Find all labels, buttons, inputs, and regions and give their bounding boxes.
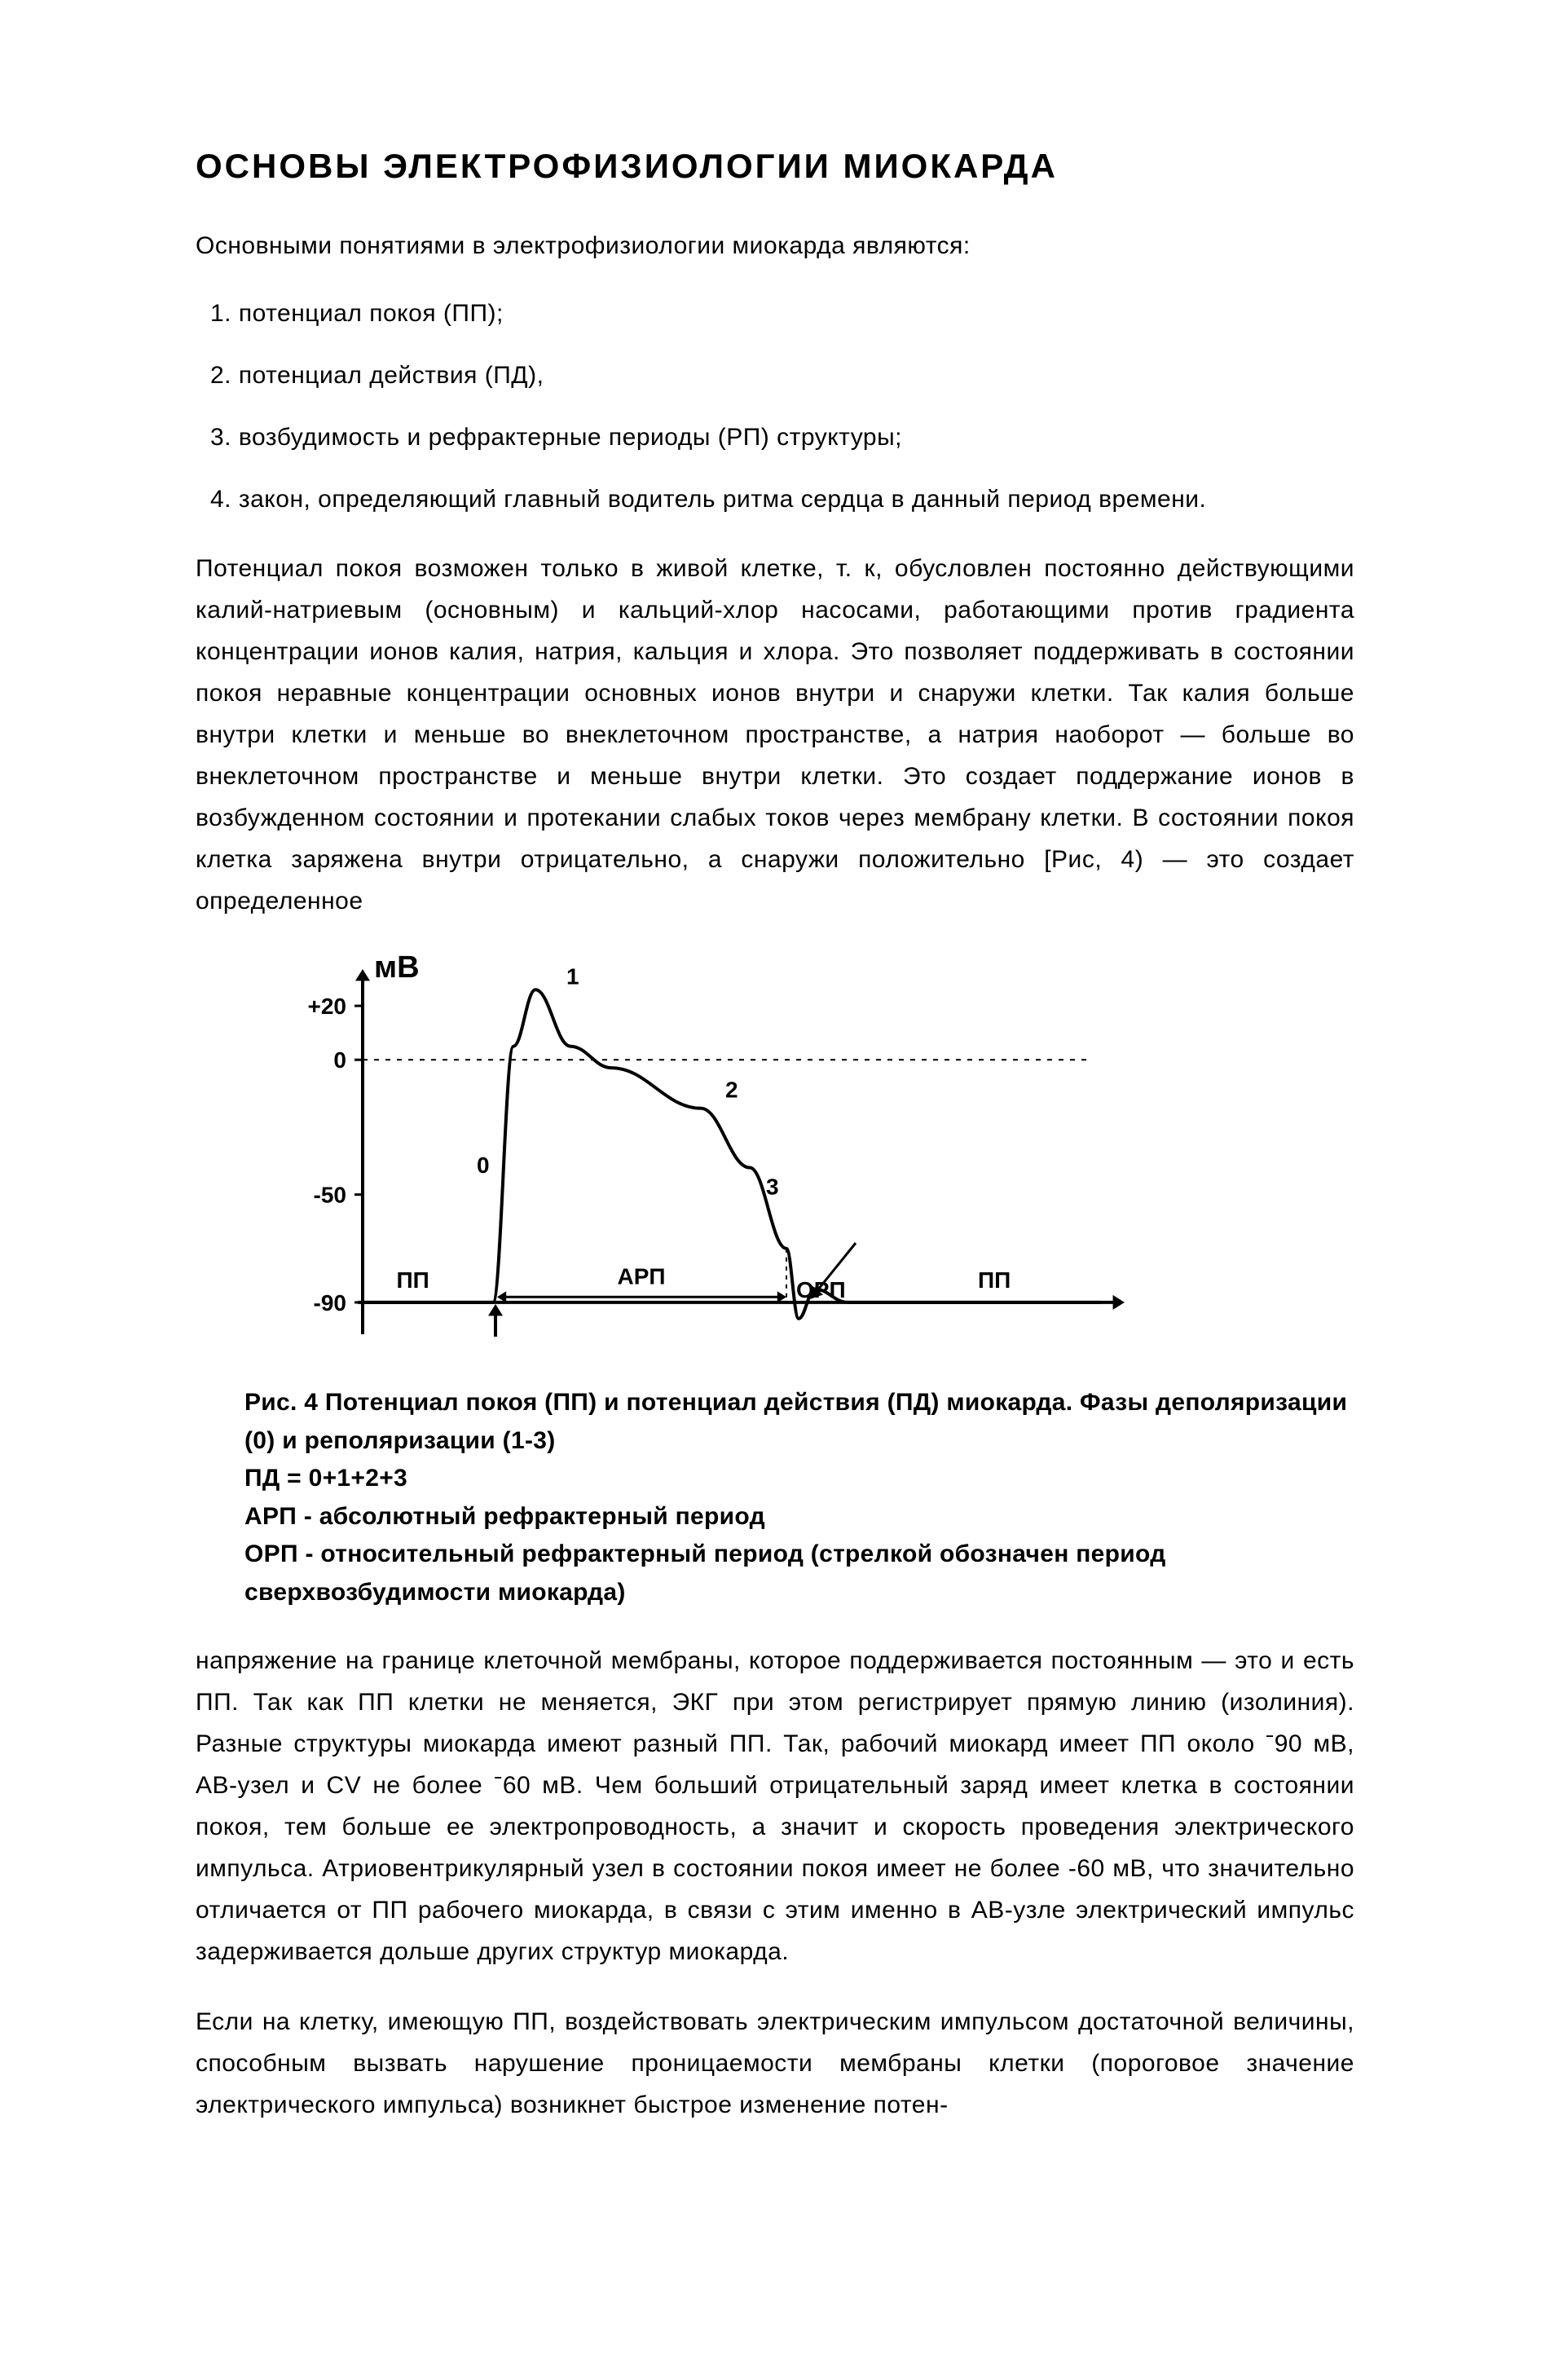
svg-text:мВ: мВ [374, 954, 420, 985]
paragraph-2: напряжение на границе клеточной мембраны… [196, 1640, 1354, 1972]
caption-line-3: АРП - абсолютный рефрактерный период [244, 1498, 1354, 1536]
svg-text:АРП: АРП [618, 1263, 666, 1289]
caption-line-2: ПД = 0+1+2+3 [244, 1460, 1354, 1498]
action-potential-chart: +20 0 -50 -90 мВ ПП ПП АРП ОРП 0 1 2 3 [244, 954, 1141, 1370]
svg-text:-50: -50 [314, 1183, 346, 1208]
list-item-3: 3. возбудимость и рефрактерные периоды (… [196, 418, 1354, 457]
svg-text:3: 3 [766, 1175, 779, 1200]
caption-line-4: ОРП - относительный рефрактерный период … [244, 1536, 1354, 1611]
svg-text:1: 1 [566, 964, 579, 989]
paragraph-1: Потенциал покоя возможен только в живой … [196, 548, 1354, 922]
list-item-2: 2. потенциал действия (ПД), [196, 356, 1354, 395]
figure-caption: Рис. 4 Потенциал покоя (ПП) и потенциал … [244, 1384, 1354, 1611]
svg-text:0: 0 [333, 1047, 346, 1073]
caption-line-1: Рис. 4 Потенциал покоя (ПП) и потенциал … [244, 1384, 1354, 1460]
list-item-1: 1. потенциал покоя (ПП); [196, 294, 1354, 333]
svg-text:+20: +20 [308, 994, 347, 1019]
figure-4: +20 0 -50 -90 мВ ПП ПП АРП ОРП 0 1 2 3 Рис. 4 Потенц… [244, 954, 1354, 1611]
svg-text:ПП: ПП [978, 1267, 1011, 1293]
svg-text:0: 0 [477, 1153, 490, 1178]
document-page: ОСНОВЫ ЭЛЕКТРОФИЗИОЛОГИИ МИОКАРДА Основн… [0, 0, 1550, 2236]
paragraph-3: Если на клетку, имеющую ПП, воздействова… [196, 2001, 1354, 2126]
page-title: ОСНОВЫ ЭЛЕКТРОФИЗИОЛОГИИ МИОКАРДА [196, 147, 1354, 186]
svg-text:-90: -90 [314, 1290, 346, 1316]
list-item-4: 4. закон, определяющий главный водитель … [196, 480, 1354, 519]
svg-text:2: 2 [725, 1078, 738, 1103]
svg-text:ОРП: ОРП [796, 1277, 846, 1302]
intro-text: Основными понятиями в электрофизиологии … [196, 227, 1354, 266]
svg-text:ПП: ПП [397, 1267, 429, 1293]
